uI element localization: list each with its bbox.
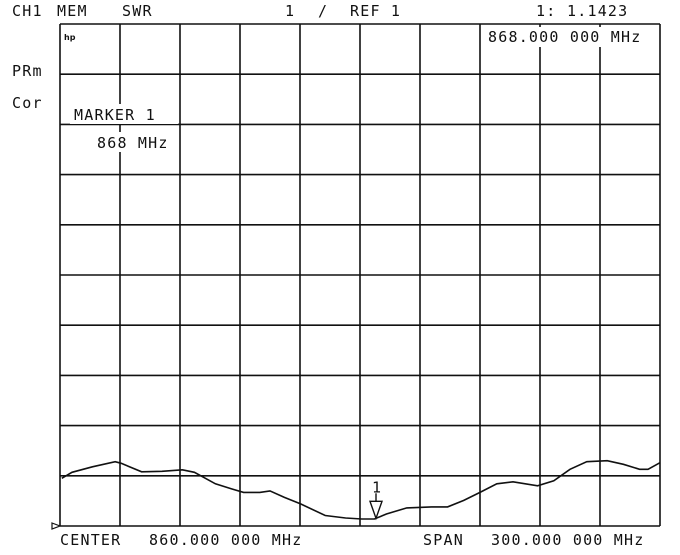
marker-box-bg-2 [92, 132, 178, 152]
center-label: CENTER [60, 531, 121, 549]
scale-value: 1 [285, 2, 295, 20]
marker-1[interactable]: 1 [369, 478, 383, 521]
span-value: 300.000 000 MHz [491, 531, 644, 549]
hp-logo: hp [64, 33, 76, 42]
scale-separator: / [318, 2, 328, 20]
marker-triangle-icon[interactable] [369, 500, 383, 521]
graticule [59, 23, 661, 527]
swr-trace [61, 459, 661, 520]
channel-label: CH1 [12, 2, 43, 20]
marker-box-title: MARKER 1 [74, 106, 156, 124]
span-label: SPAN [423, 531, 464, 549]
marker-readout-label: 1: [536, 2, 556, 20]
center-value: 860.000 000 MHz [149, 531, 302, 549]
marker-box-bg [70, 104, 178, 124]
marker-box-frequency: 868 MHz [97, 134, 169, 152]
cor-label: Cor [12, 94, 43, 112]
reference-value: REF 1 [350, 2, 401, 20]
readout-background [484, 27, 658, 47]
reference-position-icon [51, 522, 62, 530]
marker-readout-value: 1.1423 [567, 2, 628, 20]
marker-frequency-readout: 868.000 000 MHz [488, 28, 641, 46]
prm-label: PRm [12, 62, 43, 80]
format-label: SWR [122, 2, 153, 20]
marker-number-label: 1 [372, 478, 382, 496]
mode-label: MEM [57, 2, 88, 20]
